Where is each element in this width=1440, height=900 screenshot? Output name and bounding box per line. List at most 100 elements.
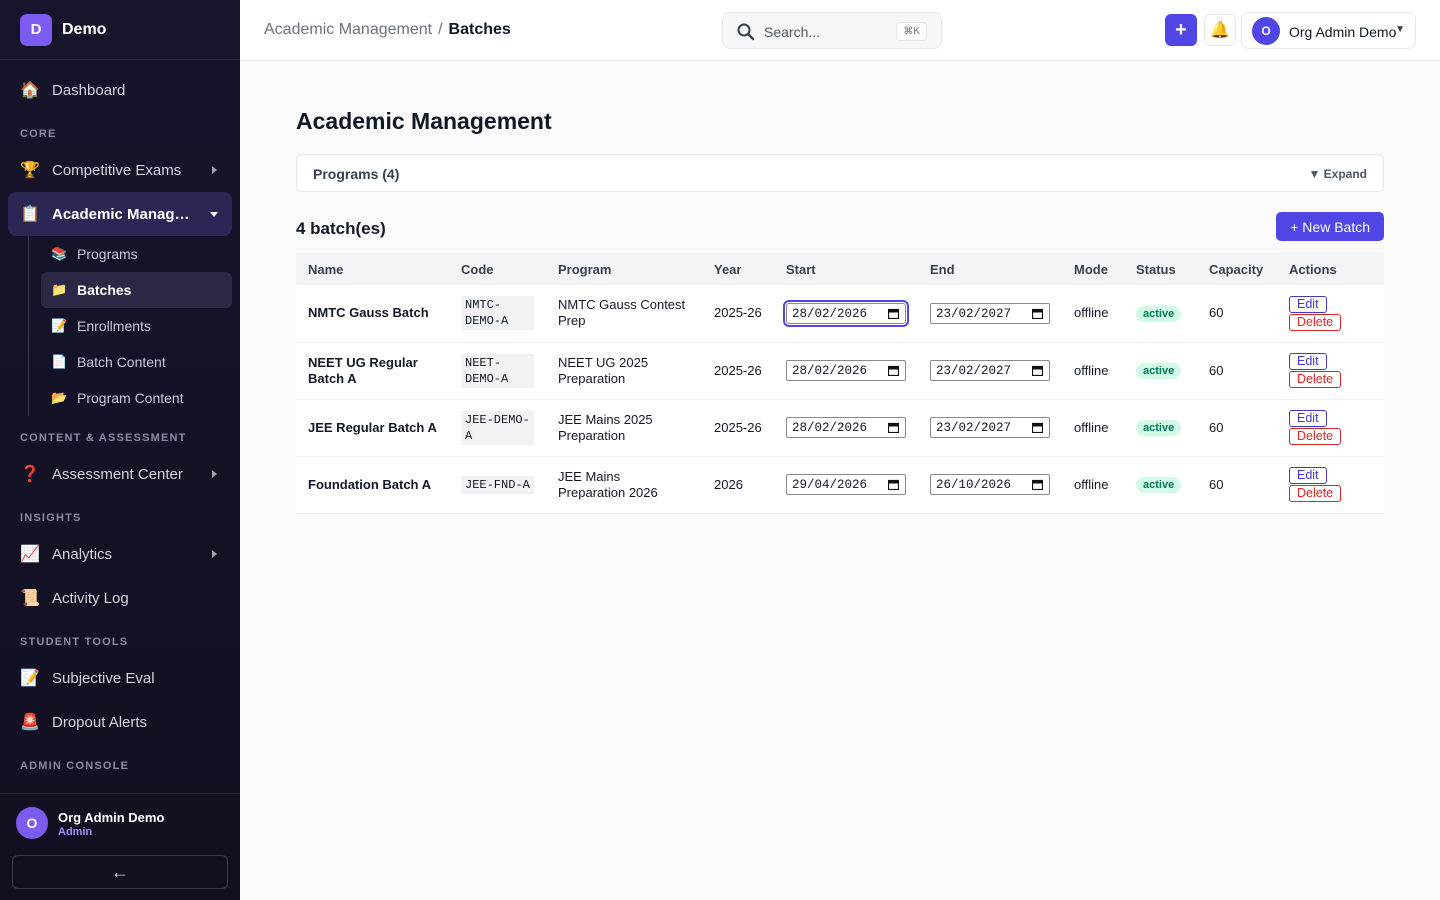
sub-nav-item[interactable]: 📝 Enrollments bbox=[41, 308, 232, 344]
date-input[interactable]: 28/02/2026 bbox=[786, 417, 906, 438]
column-header: Year bbox=[702, 253, 774, 285]
nav-label: Batch Content bbox=[77, 354, 166, 370]
panel-toggle[interactable]: ▼ Expand bbox=[1308, 167, 1367, 181]
calendar-icon bbox=[1032, 308, 1043, 319]
column-header: Mode bbox=[1062, 253, 1124, 285]
brand: D Demo bbox=[0, 0, 240, 60]
breadcrumb: Academic Management / Batches bbox=[264, 21, 511, 39]
column-header: Start bbox=[774, 253, 918, 285]
date-input[interactable]: 28/02/2026 bbox=[783, 299, 909, 327]
nav-label: Dashboard bbox=[52, 81, 126, 99]
nav-item[interactable]: 📋 Academic Management bbox=[8, 192, 232, 236]
table-row: Foundation Batch A JEE-FND-A JEE Mains Pre… bbox=[296, 456, 1384, 514]
date-input[interactable]: 26/10/2026 bbox=[930, 474, 1050, 495]
edit-button[interactable]: Edit bbox=[1289, 410, 1327, 427]
edit-button[interactable]: Edit bbox=[1289, 467, 1327, 484]
nav-label: Enrollments bbox=[77, 318, 151, 334]
actions: Edit Delete bbox=[1277, 399, 1384, 457]
calendar-icon bbox=[1032, 365, 1043, 376]
nav-item[interactable]: 💳Billing bbox=[8, 780, 232, 792]
sub-nav-item[interactable]: 📂 Program Content bbox=[41, 380, 232, 416]
nav-item[interactable]: 🏆 Competitive Exams bbox=[8, 148, 232, 192]
end-cell: 26/10/2026 bbox=[918, 456, 1062, 514]
end-date: 23/02/2027 bbox=[936, 421, 1012, 435]
end-cell: 23/02/2027 bbox=[918, 342, 1062, 400]
programs-panel[interactable]: Programs (4) ▼ Expand bbox=[296, 154, 1384, 192]
page-title: Academic Management bbox=[296, 108, 552, 134]
delete-button[interactable]: Delete bbox=[1289, 371, 1342, 388]
nav-label: Analytics bbox=[52, 545, 113, 563]
end-date: 26/10/2026 bbox=[936, 478, 1012, 492]
table-row: JEE Regular Batch A JEE-DEMO-A JEE Mains 2… bbox=[296, 399, 1384, 457]
nav-label: Program Content bbox=[77, 390, 184, 406]
delete-button[interactable]: Delete bbox=[1289, 428, 1342, 445]
nav-label: Competitive Exams bbox=[52, 161, 182, 179]
delete-button[interactable]: Delete bbox=[1289, 485, 1342, 502]
date-input[interactable]: 23/02/2027 bbox=[930, 302, 1050, 324]
avatar: O bbox=[16, 807, 48, 839]
code-cell: JEE-FND-A bbox=[449, 456, 546, 514]
nav-item[interactable]: 📈 Analytics bbox=[8, 532, 232, 576]
nav-heading: ADMIN CONSOLE bbox=[20, 760, 130, 772]
program: NMTC Gauss Contest Prep bbox=[546, 285, 702, 343]
nav-label: Assessment Center bbox=[52, 465, 183, 483]
caret bbox=[212, 166, 217, 174]
date-input[interactable]: 23/02/2027 bbox=[930, 360, 1050, 381]
nav-icon: 🚨 bbox=[20, 714, 40, 731]
nav-label: Dropout Alerts bbox=[52, 713, 148, 731]
sub-nav-item[interactable]: 📁 Batches bbox=[41, 272, 232, 308]
date-input[interactable]: 23/02/2027 bbox=[930, 417, 1050, 438]
nav-icon: 📝 bbox=[51, 318, 68, 333]
program: JEE Mains 2025 Preparation bbox=[546, 399, 702, 457]
calendar-icon bbox=[888, 365, 899, 376]
search[interactable]: Search... ⌘K bbox=[722, 12, 942, 49]
nav-item[interactable]: ❓ Assessment Center bbox=[8, 452, 232, 496]
nav-icon: 📈 bbox=[20, 546, 40, 563]
batch-count: 4 batch(es) bbox=[296, 219, 386, 238]
program: JEE Mains Preparation 2026 bbox=[546, 456, 702, 514]
delete-button[interactable]: Delete bbox=[1289, 313, 1342, 331]
edit-button[interactable]: Edit bbox=[1289, 353, 1327, 370]
search-icon bbox=[737, 23, 755, 41]
sub-nav-item[interactable]: 📚 Programs bbox=[41, 236, 232, 272]
nav-heading: CONTENT & ASSESSMENT bbox=[20, 432, 187, 444]
edit-button[interactable]: Edit bbox=[1289, 295, 1327, 313]
nav-item[interactable]: 🚨 Dropout Alerts bbox=[8, 700, 232, 744]
date-input[interactable]: 29/04/2026 bbox=[786, 474, 906, 495]
end-cell: 23/02/2027 bbox=[918, 399, 1062, 457]
column-header: End bbox=[918, 253, 1062, 285]
calendar-icon bbox=[1032, 422, 1043, 433]
sub-nav-item[interactable]: 📄 Batch Content bbox=[41, 344, 232, 380]
end-date: 23/02/2027 bbox=[936, 364, 1012, 378]
table-row: NMTC Gauss Batch NMTC-DEMO-A NMTC Gauss Co… bbox=[296, 285, 1384, 343]
start-date: 28/02/2026 bbox=[792, 306, 868, 321]
caret bbox=[210, 212, 218, 217]
start-cell: 29/04/2026 bbox=[774, 456, 918, 514]
nav-label: Batches bbox=[77, 282, 132, 298]
logo: D bbox=[20, 13, 52, 46]
actions: Edit Delete bbox=[1277, 456, 1384, 514]
batch-code: NMTC-DEMO-A bbox=[461, 296, 534, 331]
nav-label: Programs bbox=[77, 246, 138, 262]
batch-name: NMTC Gauss Batch bbox=[296, 285, 449, 343]
capacity: 60 bbox=[1197, 342, 1277, 400]
add-button[interactable]: + bbox=[1165, 14, 1197, 46]
actions: Edit Delete bbox=[1277, 285, 1384, 343]
notifications[interactable]: 🔔 bbox=[1204, 14, 1236, 46]
status-badge: active bbox=[1136, 420, 1182, 436]
year: 2025-26 bbox=[702, 399, 774, 457]
collapse-button[interactable]: ← bbox=[12, 855, 228, 889]
nav-item[interactable]: 🏠 Dashboard bbox=[8, 68, 232, 112]
crumb[interactable]: Academic Management bbox=[264, 21, 433, 38]
date-input[interactable]: 28/02/2026 bbox=[786, 360, 906, 381]
code-cell: NEET-DEMO-A bbox=[449, 342, 546, 400]
nav-item[interactable]: 📝 Subjective Eval bbox=[8, 656, 232, 700]
nav-item[interactable]: 📜 Activity Log bbox=[8, 576, 232, 620]
mode: offline bbox=[1062, 285, 1124, 343]
mode: offline bbox=[1062, 456, 1124, 514]
new-batch-button[interactable]: + New Batch bbox=[1276, 212, 1384, 241]
user-menu[interactable]: O Org Admin Demo ▼ bbox=[1241, 12, 1416, 49]
nav-heading: INSIGHTS bbox=[20, 512, 82, 524]
nav-icon: 📝 bbox=[20, 670, 40, 687]
code-cell: NMTC-DEMO-A bbox=[449, 285, 546, 343]
